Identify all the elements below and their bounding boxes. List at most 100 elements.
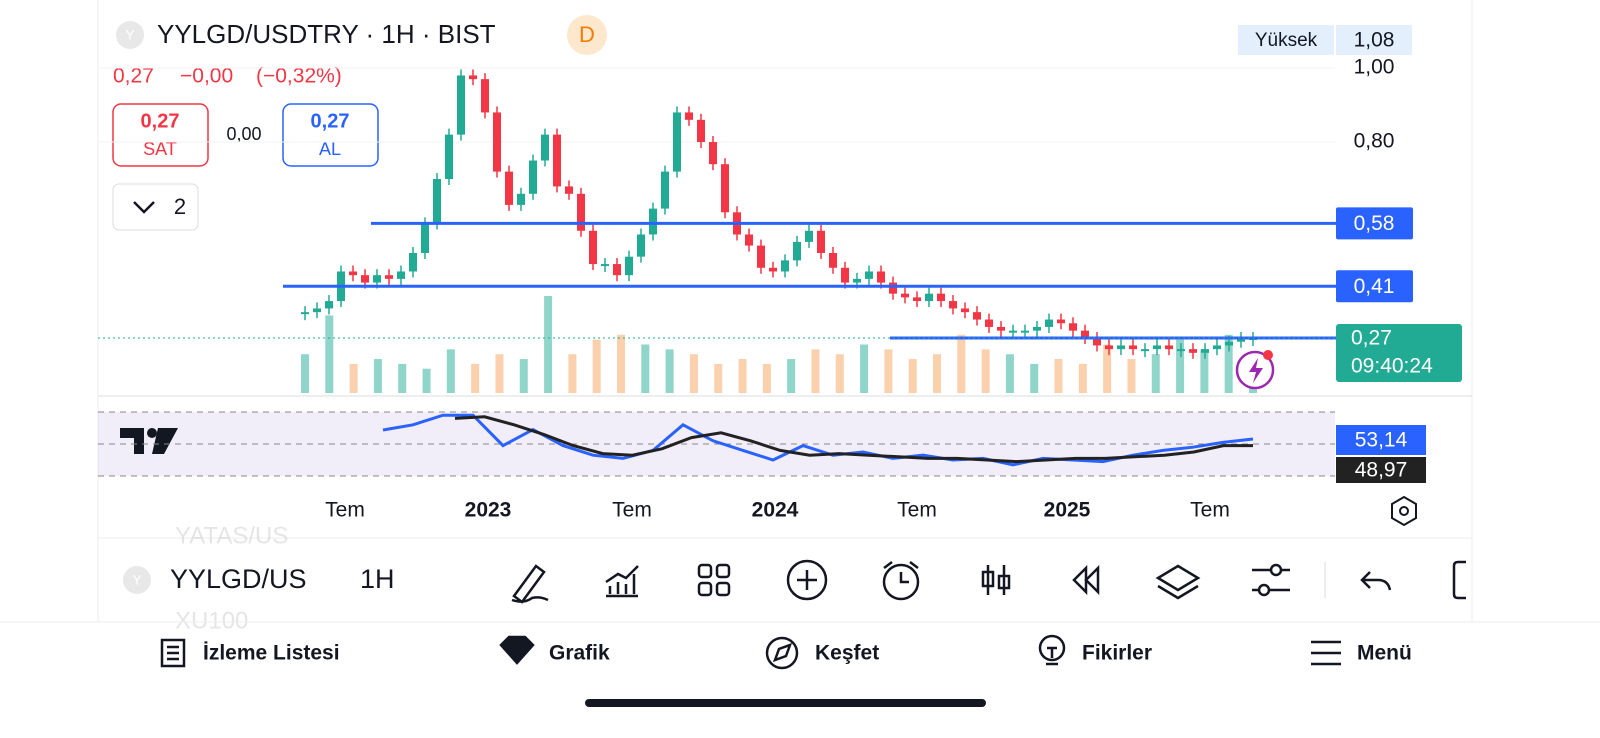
- rsi-ma-label-bg: [1336, 457, 1426, 483]
- volume-bar: [422, 368, 431, 393]
- candle-body: [1165, 345, 1173, 350]
- candle-body: [937, 293, 945, 302]
- sell-label: SAT: [143, 139, 177, 159]
- high-value-bg: [1336, 25, 1412, 55]
- volume-bar: [1005, 354, 1014, 393]
- axis-settings[interactable]: [1391, 495, 1417, 527]
- nav-item[interactable]: Menü: [1357, 642, 1412, 665]
- volume-bar: [519, 359, 528, 393]
- x-tick-label: Tem: [1190, 499, 1230, 522]
- volume-bar: [301, 354, 309, 393]
- candle-body: [925, 293, 933, 302]
- volume-bar: [325, 315, 334, 393]
- candle-body: [973, 312, 981, 320]
- candle-body: [661, 171, 669, 209]
- volume-bar: [544, 296, 553, 393]
- volume-bar: [1054, 359, 1063, 393]
- indicator-count: 2: [174, 194, 186, 219]
- toolbar-symbol[interactable]: YYLGD/US: [170, 564, 307, 594]
- nav-item[interactable]: Keşfet: [815, 642, 879, 665]
- volume-bar: [908, 359, 917, 393]
- candle-body: [1033, 326, 1041, 331]
- nav-item[interactable]: Grafik: [549, 642, 610, 665]
- volume-bar: [568, 354, 577, 393]
- candle-body: [1225, 341, 1233, 346]
- line-label: 0,58: [1354, 212, 1395, 235]
- candle-body: [541, 134, 549, 161]
- last-price: 0,27: [1351, 327, 1392, 350]
- volume-bar: [1200, 349, 1209, 393]
- candle-body: [769, 267, 777, 272]
- volume-bar: [398, 363, 407, 393]
- volume-bar: [1224, 334, 1233, 393]
- candle-body: [877, 271, 885, 283]
- x-tick-label: Tem: [612, 499, 652, 522]
- candle-body: [841, 267, 849, 283]
- volume-bar: [373, 359, 382, 393]
- sell-button[interactable]: [112, 103, 209, 167]
- candle-body: [469, 75, 477, 80]
- candle-body: [913, 297, 921, 302]
- toolbar-icons[interactable]: [511, 559, 1466, 604]
- candle-body: [445, 134, 453, 180]
- candle-body: [865, 271, 873, 279]
- nav-item[interactable]: Fikirler: [1082, 642, 1152, 665]
- volume-bar: [787, 359, 796, 393]
- candle-body: [433, 179, 441, 224]
- alert-dot: [1263, 350, 1273, 360]
- candle-body: [505, 171, 513, 205]
- volume-bar: [689, 354, 698, 393]
- sell-price: 0,27: [141, 110, 180, 132]
- toolbar-interval[interactable]: 1H: [360, 564, 395, 594]
- volume-bar: [665, 349, 674, 393]
- candle-body: [349, 271, 357, 276]
- rsi-label-bg: [1336, 425, 1426, 455]
- countdown: 09:40:24: [1351, 355, 1433, 378]
- line-label: 0,41: [1354, 275, 1395, 298]
- candle-body: [673, 112, 681, 172]
- candle-body: [457, 75, 465, 135]
- nav-icons: [160, 634, 1341, 670]
- candle-body: [1021, 330, 1029, 333]
- candle-body: [817, 230, 825, 253]
- candle-body: [301, 312, 309, 315]
- candle-body: [853, 278, 861, 283]
- candle-body: [1141, 349, 1149, 352]
- buy-button[interactable]: [282, 103, 379, 167]
- candle-body: [421, 223, 429, 253]
- candle-body: [997, 326, 1005, 331]
- candle-body: [745, 234, 753, 246]
- volume-bar: [714, 363, 723, 393]
- logo: [120, 428, 178, 454]
- nav-item[interactable]: İzleme Listesi: [203, 642, 340, 665]
- candle-body: [565, 186, 573, 194]
- candle-body: [313, 308, 321, 313]
- volume-bar: [933, 354, 941, 393]
- symbol-title[interactable]: YYLGD/USDTRY · 1H · BIST: [157, 19, 496, 49]
- candle-body: [1213, 345, 1221, 350]
- rsi-line: [382, 413, 1254, 467]
- ghost-symbol: YATAS/US: [175, 522, 288, 549]
- change: −0,00: [180, 65, 233, 88]
- volume-bar: [617, 334, 625, 393]
- candle-body: [901, 293, 909, 298]
- candle-body: [1057, 319, 1065, 324]
- candle-body: [637, 234, 645, 257]
- candle-body: [721, 164, 729, 213]
- candle-body: [397, 271, 405, 279]
- alert-bolt: [1249, 358, 1263, 383]
- volume-bar: [446, 349, 455, 393]
- toolbar-symbol-icon: [123, 566, 151, 594]
- candle-body: [625, 256, 633, 276]
- candle-body: [709, 142, 717, 165]
- candle-body: [373, 275, 381, 283]
- last-price-bg: [1336, 324, 1462, 383]
- volume-bar: [835, 354, 844, 393]
- candle-body: [1045, 319, 1053, 327]
- candle-body: [697, 119, 705, 143]
- indicator-toggle[interactable]: [112, 183, 199, 231]
- x-tick-label: 2023: [465, 499, 512, 522]
- buy-price: 0,27: [311, 110, 350, 132]
- candle-body: [1105, 345, 1113, 350]
